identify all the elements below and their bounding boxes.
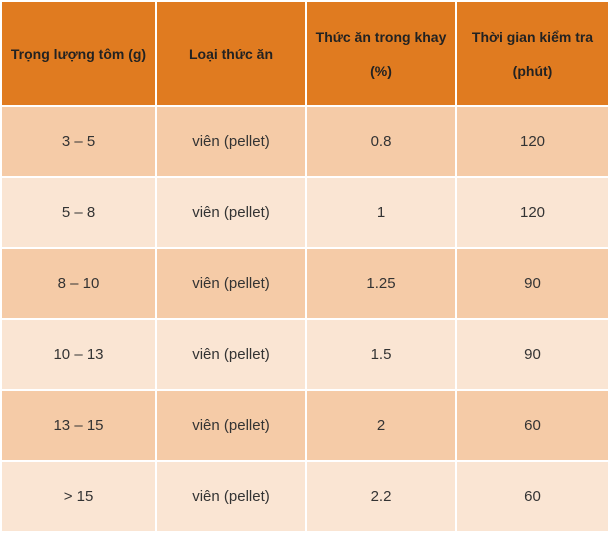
table-cell: 8 – 10 [0,247,157,320]
table-cell: 1.25 [305,247,457,320]
table-cell: viên (pellet) [155,460,307,533]
table-row: > 15 viên (pellet) 2.2 60 [0,460,610,533]
table-cell: 60 [455,389,610,462]
table-cell: 13 – 15 [0,389,157,462]
table-cell: 1.5 [305,318,457,391]
header-cell: Thời gian kiểm tra (phút) [455,0,610,107]
table-body: 3 – 5 viên (pellet) 0.8 120 5 – 8 viên (pelle… [0,105,610,533]
table-cell: viên (pellet) [155,318,307,391]
table-row: 10 – 13 viên (pellet) 1.5 90 [0,318,610,391]
table-cell: viên (pellet) [155,247,307,320]
table-cell: 90 [455,318,610,391]
table-cell: > 15 [0,460,157,533]
table-cell: 10 – 13 [0,318,157,391]
table-cell: 5 – 8 [0,176,157,249]
table-cell: viên (pellet) [155,389,307,462]
table-cell: 90 [455,247,610,320]
header-cell: Trọng lượng tôm (g) [0,0,157,107]
table-cell: 60 [455,460,610,533]
table-cell: 120 [455,105,610,178]
table-cell: 3 – 5 [0,105,157,178]
header-cell: Thức ăn trong khay (%) [305,0,457,107]
table-row: 3 – 5 viên (pellet) 0.8 120 [0,105,610,178]
table-cell: 0.8 [305,105,457,178]
feed-table: Trọng lượng tôm (g) Loại thức ăn Thức ăn t… [0,0,610,533]
table-cell: 2 [305,389,457,462]
table-row: 5 – 8 viên (pellet) 1 120 [0,176,610,249]
table-cell: viên (pellet) [155,105,307,178]
table-row: 13 – 15 viên (pellet) 2 60 [0,389,610,462]
table-cell: viên (pellet) [155,176,307,249]
table-cell: 120 [455,176,610,249]
header-row: Trọng lượng tôm (g) Loại thức ăn Thức ăn t… [0,0,610,107]
table-cell: 1 [305,176,457,249]
header-cell: Loại thức ăn [155,0,307,107]
table-cell: 2.2 [305,460,457,533]
table-row: 8 – 10 viên (pellet) 1.25 90 [0,247,610,320]
